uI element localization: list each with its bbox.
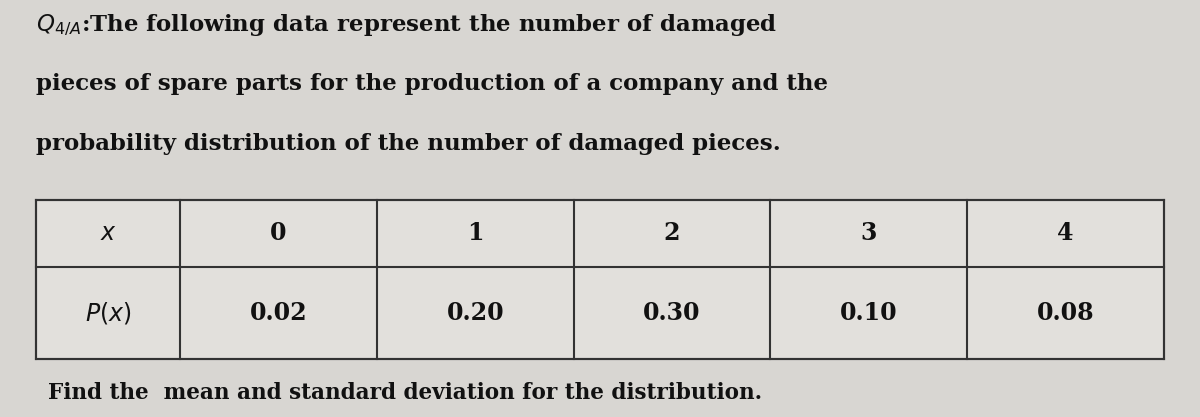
- Text: 0.02: 0.02: [250, 301, 307, 325]
- Text: $Q_{4/A}$:The following data represent the number of damaged: $Q_{4/A}$:The following data represent t…: [36, 13, 778, 38]
- Text: $x$: $x$: [100, 221, 116, 246]
- Text: $P(x)$: $P(x)$: [85, 300, 131, 326]
- Text: probability distribution of the number of damaged pieces.: probability distribution of the number o…: [36, 133, 781, 156]
- Text: 0: 0: [270, 221, 287, 246]
- Text: 0.08: 0.08: [1037, 301, 1094, 325]
- Text: 2: 2: [664, 221, 680, 246]
- Text: pieces of spare parts for the production of a company and the: pieces of spare parts for the production…: [36, 73, 828, 95]
- Text: Find the  mean and standard deviation for the distribution.: Find the mean and standard deviation for…: [48, 382, 762, 404]
- Text: 1: 1: [467, 221, 484, 246]
- Text: 4: 4: [1057, 221, 1074, 246]
- Text: 0.30: 0.30: [643, 301, 701, 325]
- Text: 0.10: 0.10: [840, 301, 898, 325]
- Text: 3: 3: [860, 221, 877, 246]
- Text: 0.20: 0.20: [446, 301, 504, 325]
